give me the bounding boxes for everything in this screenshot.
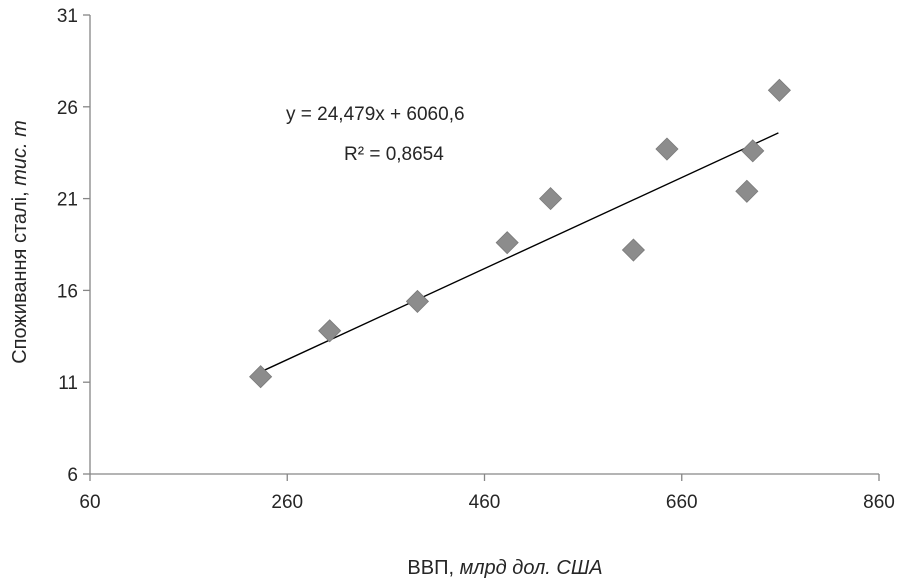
x-axis-title: ВВП, млрд дол. США xyxy=(407,557,602,579)
data-point xyxy=(405,289,430,313)
x-axis-ticks: 60 260 460 660 860 xyxy=(79,474,895,513)
y-axis-title-unit: тис. т xyxy=(9,120,31,186)
y-axis-title: Споживання сталі, тис. т xyxy=(9,120,31,364)
y-tick-label: 21 xyxy=(57,190,78,211)
x-tick-label: 60 xyxy=(79,492,100,513)
y-axis-title-main: Споживання сталі, xyxy=(9,186,31,364)
x-axis-title-main: ВВП, xyxy=(407,557,459,579)
r-squared-label: R² = 0,8654 xyxy=(344,144,444,165)
data-point xyxy=(539,187,563,211)
y-tick-label: 26 xyxy=(57,98,78,119)
trendline xyxy=(260,132,779,373)
x-tick-label: 660 xyxy=(666,492,698,513)
y-tick-label: 16 xyxy=(57,281,78,302)
data-point xyxy=(735,179,759,203)
y-tick-label: 31 xyxy=(57,6,78,27)
data-points xyxy=(249,78,791,389)
x-tick-label: 260 xyxy=(271,492,303,513)
y-tick-label: 11 xyxy=(58,373,78,394)
data-point xyxy=(767,78,791,102)
trendline-equation: y = 24,479x + 6060,6 xyxy=(286,104,465,125)
x-tick-label: 460 xyxy=(469,492,501,513)
trendline-group xyxy=(260,132,779,373)
data-point xyxy=(741,139,765,163)
data-point xyxy=(318,319,342,343)
x-tick-label: 860 xyxy=(863,492,895,513)
data-point xyxy=(621,238,645,262)
data-point xyxy=(655,137,679,161)
data-point xyxy=(495,231,519,255)
data-point xyxy=(249,365,273,389)
plot-area: 6 11 16 21 26 31 60 260 460 660 860 xyxy=(57,6,895,513)
y-tick-label: 6 xyxy=(67,465,78,486)
y-axis-ticks: 6 11 16 21 26 31 xyxy=(57,6,90,486)
x-axis-title-unit: млрд дол. США xyxy=(460,557,603,579)
